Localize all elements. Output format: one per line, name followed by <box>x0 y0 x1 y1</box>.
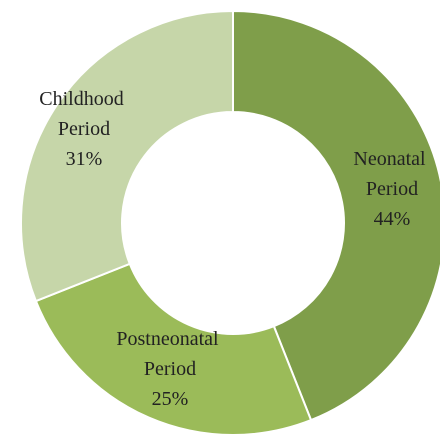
donut-slice <box>232 9 440 422</box>
slice-value-label: 25% <box>152 388 189 410</box>
slice-category-label: Neonatal Period <box>353 148 430 200</box>
donut-slice <box>20 9 234 303</box>
slice-category-label: Postneonatal Period <box>116 328 223 380</box>
slice-value-label: 44% <box>374 208 411 230</box>
slice-category-label: Childhood Period <box>39 88 128 140</box>
donut-slice <box>34 262 313 436</box>
slice-value-label: 31% <box>66 148 103 170</box>
